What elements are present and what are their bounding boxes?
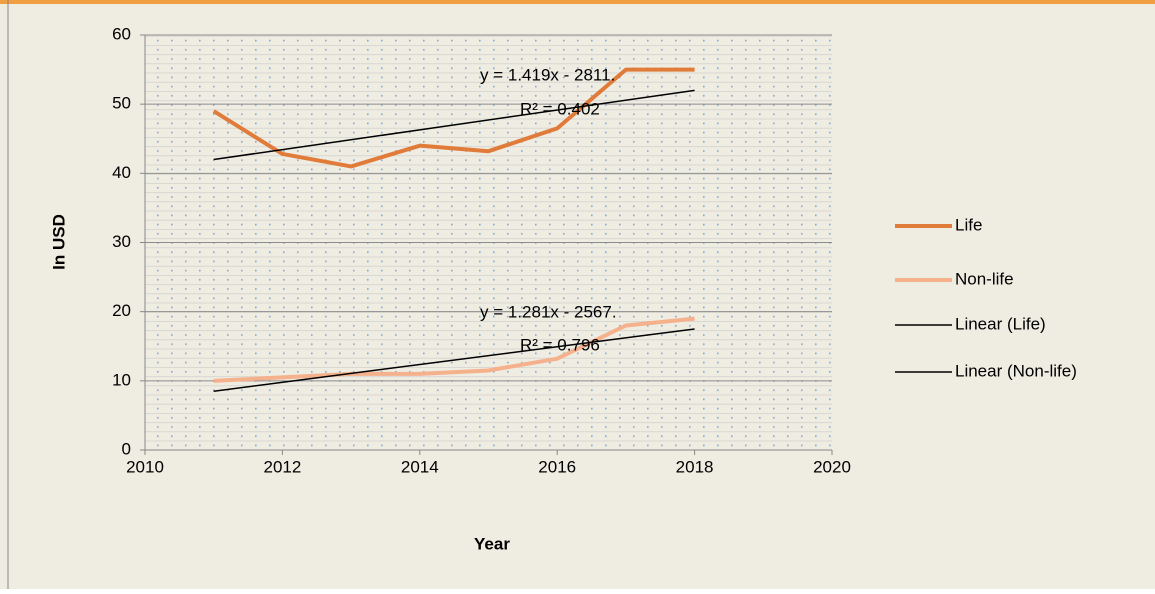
y-tick-label: 40 bbox=[112, 163, 131, 182]
trendline-equation: R² = 0.402 bbox=[520, 99, 600, 118]
y-axis-title: In USD bbox=[49, 214, 68, 270]
y-tick-label: 10 bbox=[112, 370, 131, 389]
y-tick-label: 0 bbox=[122, 439, 131, 458]
trend-line bbox=[213, 328, 695, 392]
y-tick-label: 20 bbox=[112, 301, 131, 320]
y-tick-label: 60 bbox=[112, 24, 131, 43]
x-tick-label: 2014 bbox=[401, 457, 439, 476]
x-tick-label: 2018 bbox=[676, 457, 714, 476]
legend-label: Linear (Non-life) bbox=[955, 361, 1077, 380]
y-tick-label: 30 bbox=[112, 232, 131, 251]
x-tick-label: 2010 bbox=[126, 457, 164, 476]
top-stripe bbox=[0, 0, 1155, 4]
legend-label: Non-life bbox=[955, 269, 1014, 288]
trendline-equation: y = 1.281x - 2567. bbox=[480, 302, 617, 321]
legend-label: Linear (Life) bbox=[955, 314, 1046, 333]
x-tick-label: 2012 bbox=[263, 457, 301, 476]
x-tick-label: 2016 bbox=[538, 457, 576, 476]
trendline-equation: R² = 0.796 bbox=[520, 335, 600, 354]
legend-label: Life bbox=[955, 215, 982, 234]
y-tick-label: 50 bbox=[112, 94, 131, 113]
x-axis-title: Year bbox=[474, 534, 510, 553]
trend-line bbox=[213, 89, 695, 161]
series-line bbox=[212, 67, 695, 169]
series-line bbox=[213, 316, 695, 383]
x-tick-label: 2020 bbox=[813, 457, 851, 476]
trendline-equation: y = 1.419x - 2811. bbox=[480, 65, 615, 84]
